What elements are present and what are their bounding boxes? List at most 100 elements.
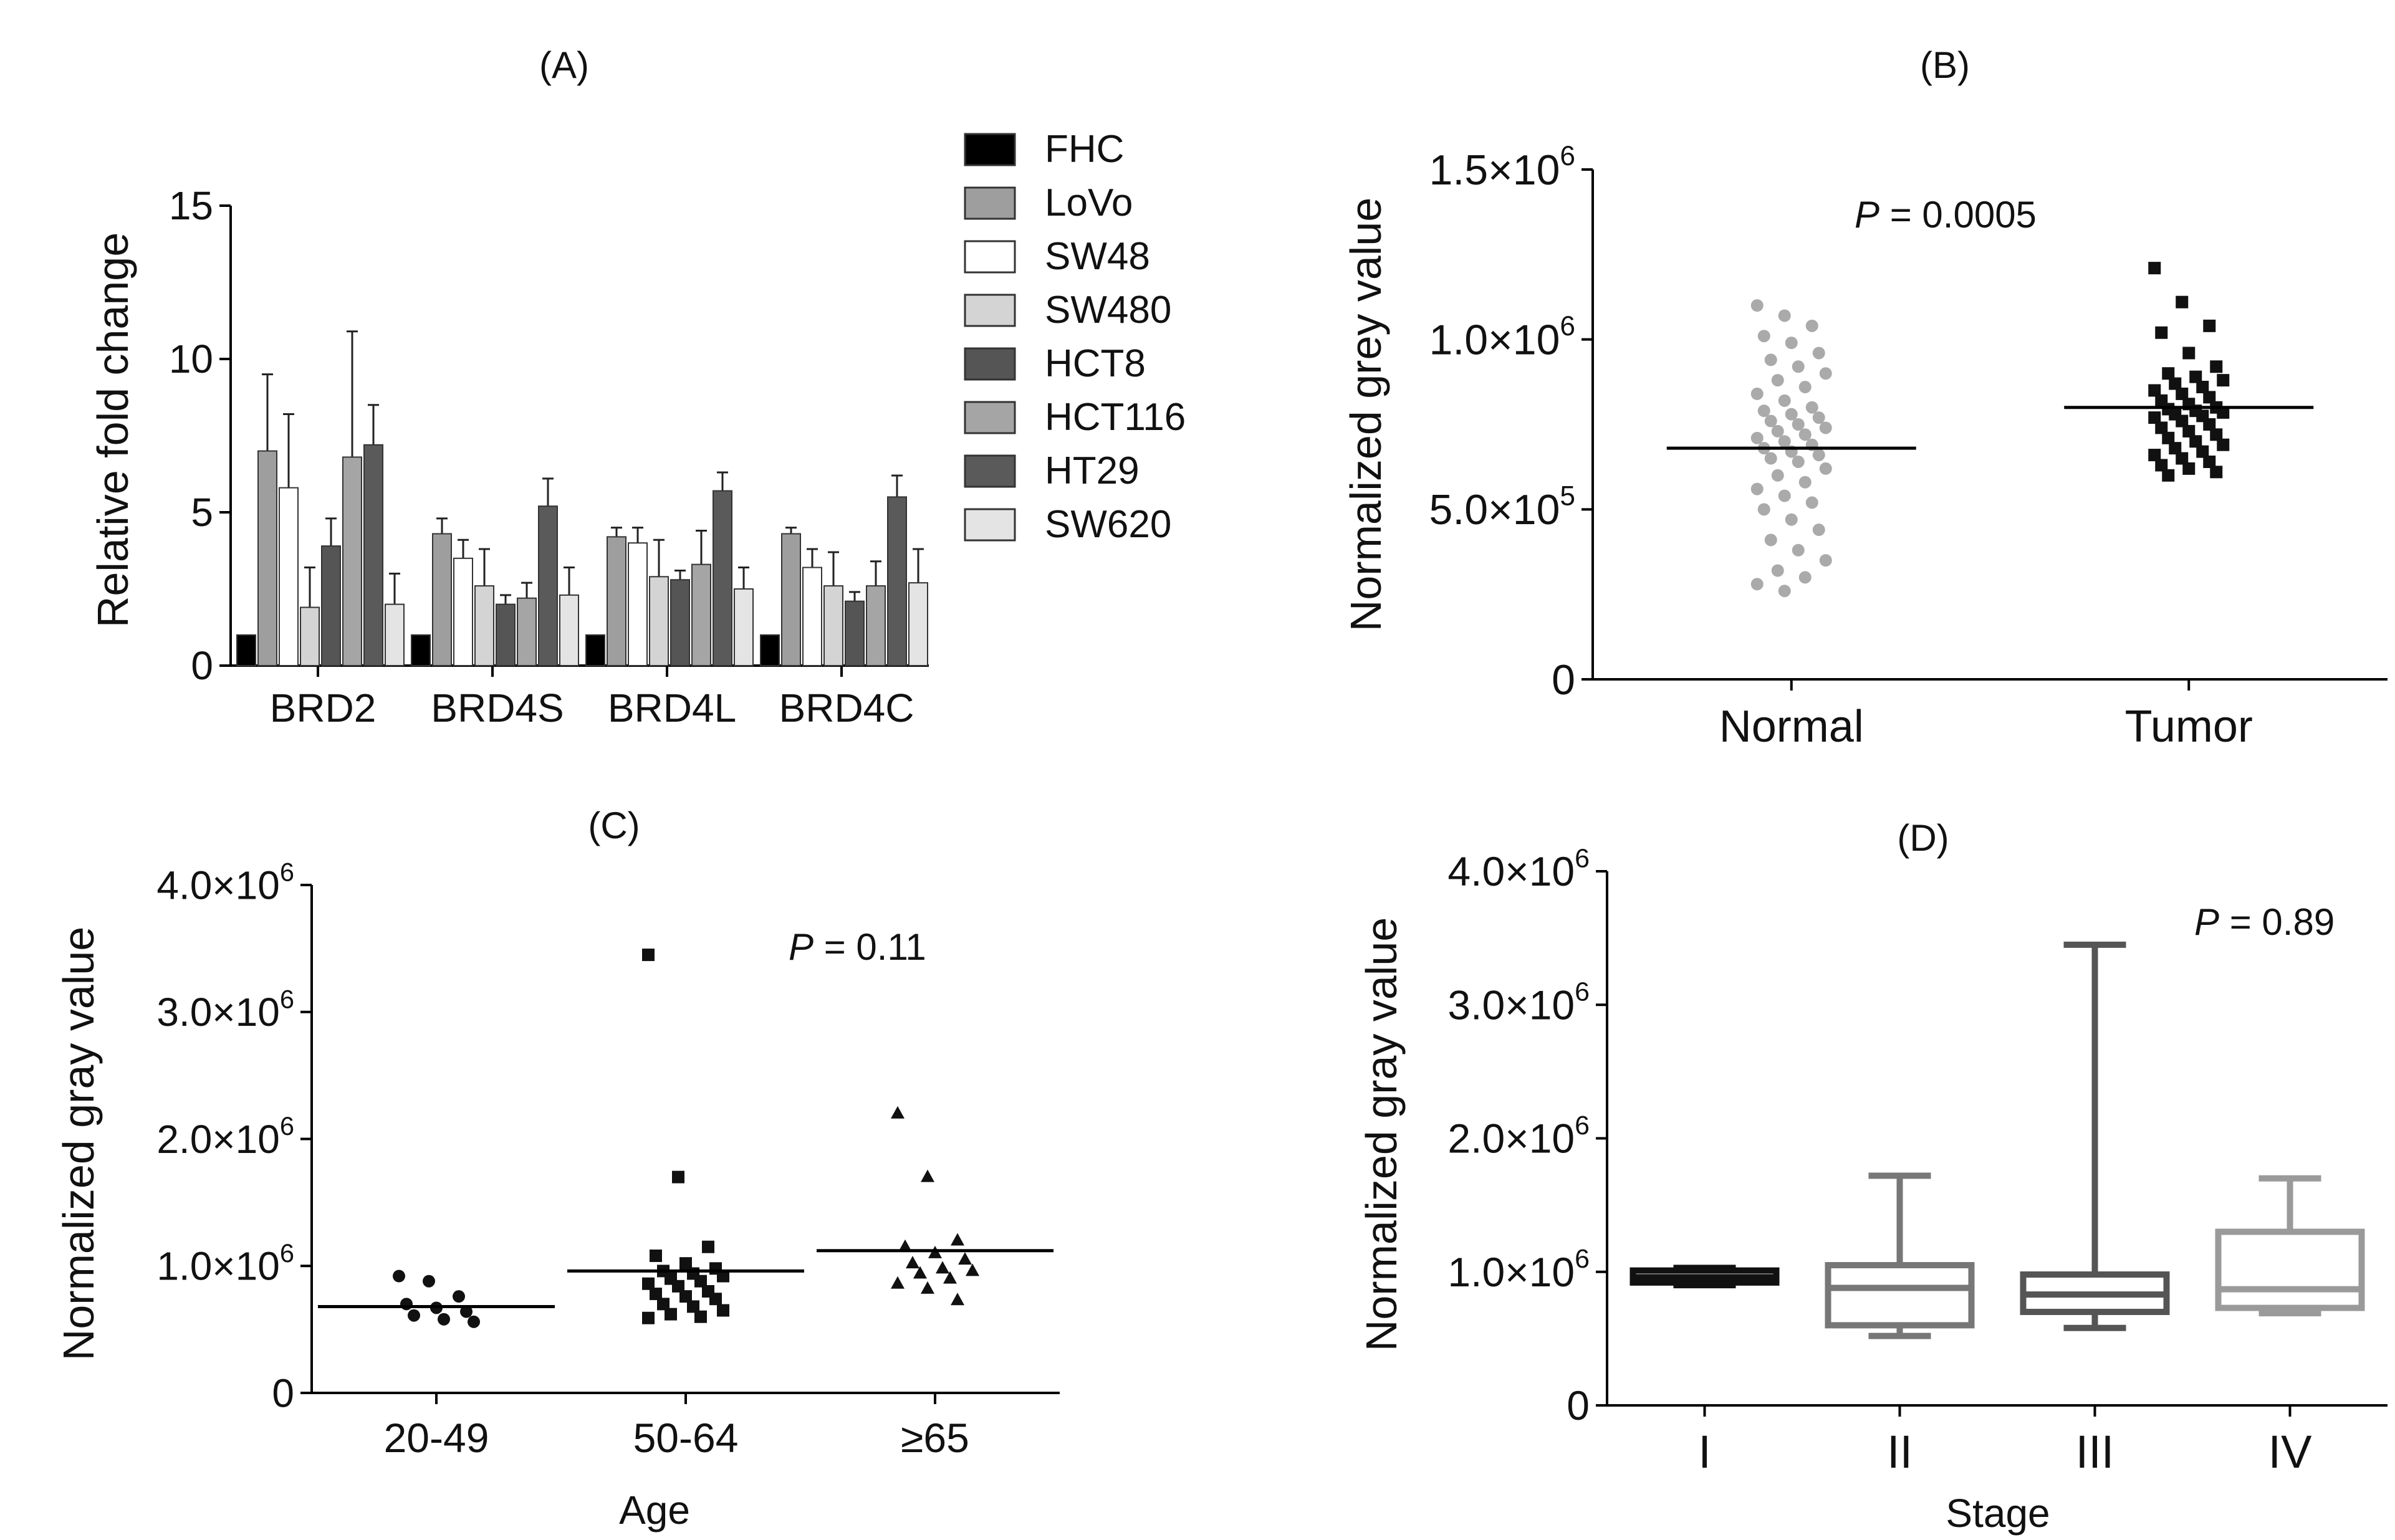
- panel-c-data-point: [393, 1270, 405, 1283]
- panel-c-data-point: [672, 1170, 684, 1184]
- panel-b-data-point: [1819, 421, 1832, 434]
- panel-b-data-point: [1785, 513, 1798, 526]
- panel-b-data-point: [2210, 466, 2223, 479]
- panel-c-data-point: [913, 1266, 927, 1279]
- panel-c-data-point: [694, 1275, 707, 1288]
- panel-b-data-point: [2189, 370, 2202, 383]
- panel-b-data-point: [1798, 381, 1812, 394]
- panel-c-data-point: [958, 1252, 972, 1265]
- legend-label: HCT116: [1045, 396, 1186, 439]
- panel-a-category-label: BRD4S: [431, 686, 564, 730]
- panel-b-data-point: [1792, 543, 1805, 557]
- panel-c-data-point: [408, 1309, 420, 1322]
- panel-c-data-point: [921, 1169, 934, 1182]
- panel-a-bar: [887, 496, 907, 667]
- panel-c-data-point: [642, 949, 655, 962]
- panel-b-data-point: [1812, 524, 1825, 537]
- panel-c-data-point: [642, 1277, 655, 1290]
- panel-c-category-label: 50-64: [633, 1415, 739, 1461]
- panel-b-data-point: [1792, 455, 1805, 468]
- panel-b-data-point: [1785, 408, 1798, 421]
- panel-d-y-tick-label: 0: [1567, 1382, 1590, 1428]
- panel-d-p-value: P = 0.89: [2194, 901, 2335, 943]
- panel-b-data-point: [2176, 414, 2189, 428]
- panel-b-data-point: [1778, 309, 1791, 322]
- panel-b-data-point: [1805, 401, 1818, 414]
- panel-a-bar: [342, 456, 362, 666]
- panel-b-data-point: [2169, 442, 2182, 455]
- panel-b-data-point: [1812, 411, 1825, 424]
- panel-d-box: [2215, 1228, 2365, 1311]
- panel-a-bar: [823, 585, 843, 667]
- legend-swatch: [964, 294, 1016, 327]
- panel-b-data-point: [2162, 431, 2175, 444]
- panel-b-data-point: [1750, 482, 1764, 495]
- panel-c-data-point: [400, 1298, 413, 1311]
- panel-a-bar: [321, 545, 341, 666]
- panel-a-category-label: BRD2: [270, 686, 377, 730]
- panel-c-data-point: [438, 1313, 450, 1326]
- panel-b-data-point: [2196, 381, 2209, 394]
- panel-b-data-point: [2148, 384, 2161, 397]
- legend-swatch: [964, 347, 1016, 381]
- panel-b-category-label: Normal: [1719, 702, 1864, 752]
- legend-label: HT29: [1045, 449, 1140, 492]
- legend-swatch: [964, 186, 1016, 220]
- panel-b-data-point: [2182, 347, 2196, 360]
- panel-b-data-point: [2189, 435, 2202, 448]
- panel-d-y-tick-label: 3.0×106: [1447, 977, 1590, 1028]
- panel-c-data-point: [951, 1293, 964, 1306]
- panel-b-data-point: [1750, 299, 1764, 312]
- panel-d-y-tick-label: 1.0×106: [1447, 1244, 1590, 1295]
- panel-b-data-point: [2155, 459, 2168, 472]
- panel-b-data-point: [1771, 469, 1784, 482]
- panel-c-data-point: [943, 1271, 957, 1284]
- panel-c-data-point: [423, 1275, 435, 1288]
- panel-d-y-tick-label: 4.0×106: [1447, 843, 1590, 894]
- panel-c-p-value: P = 0.11: [789, 926, 926, 968]
- panel-b-data-point: [1778, 435, 1791, 448]
- panel-b-data-point: [2148, 262, 2161, 275]
- panel-b-data-point: [1798, 476, 1812, 489]
- panel-c-data-point: [460, 1305, 473, 1318]
- panel-b-y-tick-label: 5.0×105: [1429, 481, 1575, 534]
- panel-c-data-point: [717, 1270, 729, 1283]
- panel-c-category-label: 20-49: [384, 1415, 489, 1461]
- panel-c-data-point: [891, 1106, 905, 1119]
- panel-b-data-point: [2196, 445, 2209, 458]
- panel-b-data-point: [1812, 449, 1825, 462]
- panel-b-data-point: [1792, 360, 1805, 373]
- panel-b-data-point: [2210, 428, 2223, 441]
- panel-b-data-point: [1771, 564, 1784, 577]
- panel-b-y-tick-label: 1.0×106: [1429, 311, 1575, 364]
- panel-a-bar: [607, 536, 626, 666]
- panel-a-bar: [845, 600, 865, 666]
- panel-c-data-point: [717, 1304, 729, 1317]
- panel-d-category-label: IV: [2268, 1426, 2313, 1478]
- panel-b-data-point: [1778, 585, 1791, 598]
- panel-c-x-axis-label: Age: [619, 1488, 690, 1533]
- panel-c-data-point: [687, 1300, 699, 1313]
- panel-b-data-point: [1798, 571, 1812, 584]
- panel-a-bar: [363, 444, 383, 666]
- panel-d-category-label: III: [2076, 1426, 2114, 1478]
- panel-c-data-point: [921, 1281, 934, 1294]
- panel-d-category-label: II: [1887, 1426, 1913, 1478]
- panel-c-category-label: ≥65: [901, 1415, 969, 1461]
- panel-c-data-point: [891, 1276, 905, 1289]
- legend-swatch: [964, 508, 1016, 542]
- panel-c-data-point: [679, 1290, 692, 1303]
- panel-c-data-point: [650, 1288, 662, 1301]
- panel-a-bar: [236, 634, 256, 666]
- legend-label: LoVo: [1045, 181, 1133, 224]
- panel-a-bar: [585, 634, 605, 666]
- panel-a-legend: FHC LoVo SW48 SW480 HCT8 HCT116 HT29 SW620: [964, 128, 1186, 546]
- panel-b-data-point: [2217, 374, 2230, 387]
- panel-b-data-point: [1750, 578, 1764, 591]
- panel-a-bar: [734, 588, 754, 666]
- panel-b-data-point: [2162, 367, 2175, 380]
- panel-a-bar: [781, 533, 801, 666]
- panel-a-bar: [866, 585, 886, 667]
- panel-a-bar: [496, 603, 516, 666]
